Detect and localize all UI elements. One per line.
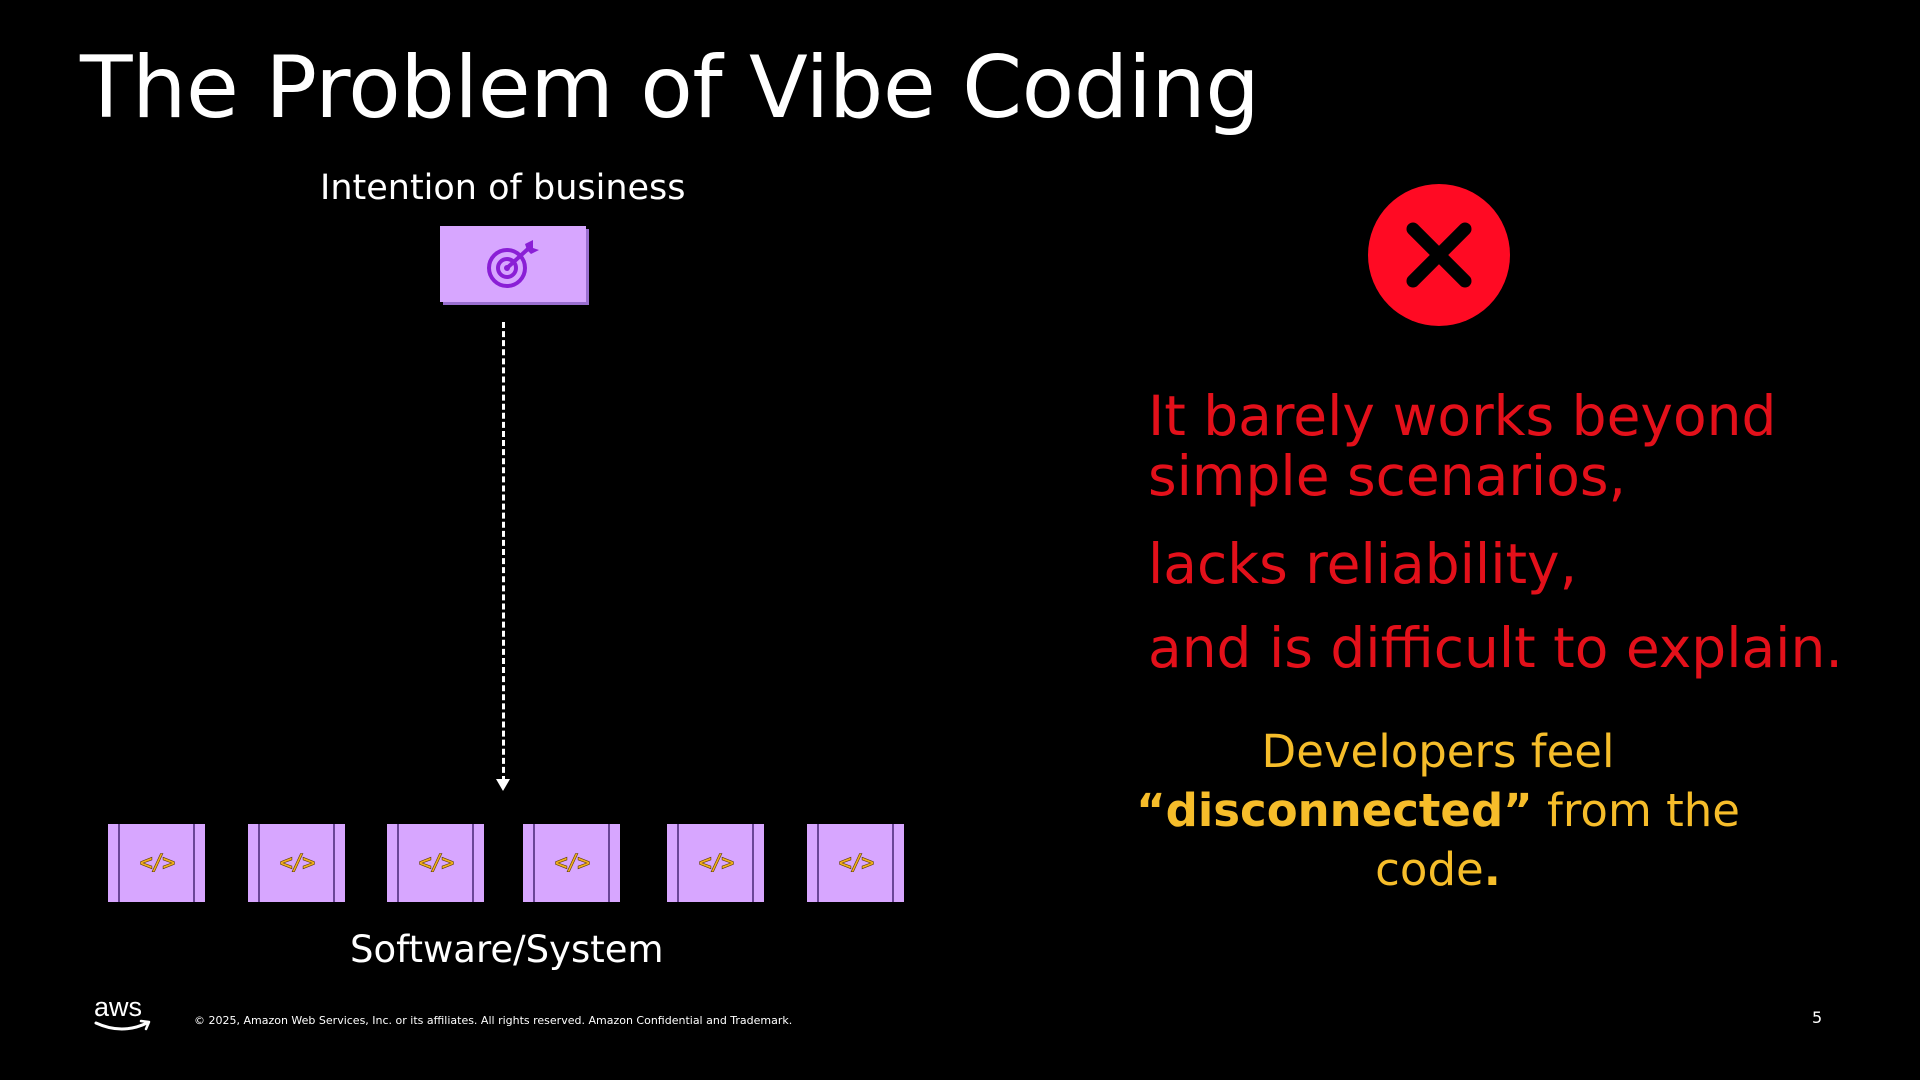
code-icon: </> [139,850,175,876]
code-module: </> [108,824,205,902]
developer-note: Developers feel “disconnected” from the … [1118,722,1758,899]
page-number: 5 [1812,1008,1823,1027]
code-module: </> [387,824,484,902]
flow-arrow-line [502,322,505,782]
code-module: </> [807,824,904,902]
developer-note-intro: Developers feel [1261,725,1615,778]
copyright-notice: © 2025, Amazon Web Services, Inc. or its… [194,1014,793,1027]
software-modules: </> </> </> </> </> </> [0,824,960,902]
developer-note-emphasis: “disconnected” [1136,784,1533,837]
close-icon [1368,184,1510,326]
code-module: </> [667,824,764,902]
aws-logo-text: aws [94,992,142,1022]
code-icon: </> [838,850,874,876]
aws-logo: aws [94,992,151,1031]
code-module: </> [248,824,345,902]
code-icon: </> [698,850,734,876]
code-icon: </> [279,850,315,876]
problem-line-1: It barely works beyond simple scenarios, [1148,384,1777,508]
problem-line-2: lacks reliability, [1148,532,1578,596]
flow-arrow-head [496,779,510,791]
intention-label: Intention of business [320,168,686,208]
code-icon: </> [418,850,454,876]
software-system-label: Software/System [350,928,664,971]
developer-note-period: . [1483,843,1501,896]
intention-box [440,226,586,302]
code-icon: </> [554,850,590,876]
problem-line-3: and is difficult to explain. [1148,616,1843,680]
slide-title: The Problem of Vibe Coding [80,38,1260,138]
target-icon [487,240,539,288]
code-module: </> [523,824,620,902]
developer-note-tail: from the code [1375,784,1740,896]
